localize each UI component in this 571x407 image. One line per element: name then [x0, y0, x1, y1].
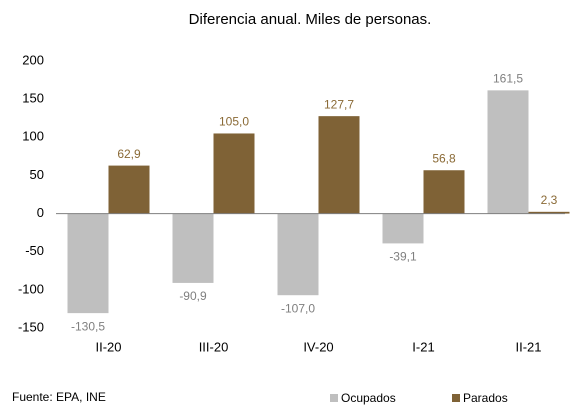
value-label: 161,5 — [493, 72, 523, 86]
y-tick-label: -50 — [25, 243, 44, 258]
x-tick-label: I-21 — [412, 339, 434, 354]
value-label: 127,7 — [324, 97, 354, 111]
y-tick-label: -100 — [18, 281, 44, 296]
bar — [213, 133, 255, 214]
y-tick-label: 50 — [30, 167, 44, 182]
bar — [528, 211, 570, 214]
value-label: -39,1 — [389, 250, 417, 264]
legend-label: Parados — [463, 391, 508, 405]
y-tick-label: 200 — [22, 52, 44, 67]
x-tick-label: IV-20 — [303, 339, 333, 354]
value-label: -130,5 — [71, 319, 105, 333]
chart-title: Diferencia anual. Miles de personas. — [189, 11, 432, 28]
legend-swatch — [452, 394, 460, 402]
y-tick-label: -150 — [18, 319, 44, 334]
bar — [318, 116, 360, 214]
bar — [382, 213, 424, 244]
value-label: 105,0 — [219, 115, 249, 129]
value-label: -107,0 — [281, 301, 315, 315]
value-label: 2,3 — [541, 193, 558, 207]
bar — [67, 213, 109, 314]
legend-label: Ocupados — [341, 391, 396, 405]
value-label: 62,9 — [117, 147, 141, 161]
bar — [172, 213, 214, 283]
source: Fuente: EPA, INE — [12, 390, 106, 404]
bar — [277, 213, 319, 296]
y-tick-label: 100 — [22, 129, 44, 144]
value-label: -90,9 — [179, 289, 207, 303]
y-tick-label: 150 — [22, 91, 44, 106]
bar — [487, 90, 529, 214]
legend-swatch — [330, 394, 338, 402]
x-tick-label: II-21 — [515, 339, 541, 354]
bar — [423, 170, 465, 214]
x-tick-label: II-20 — [95, 339, 121, 354]
y-tick-label: 0 — [37, 205, 44, 220]
bar — [108, 165, 150, 214]
value-label: 56,8 — [432, 151, 456, 165]
x-tick-label: III-20 — [199, 339, 229, 354]
